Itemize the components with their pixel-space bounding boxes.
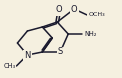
- Text: S: S: [58, 48, 63, 56]
- Text: N: N: [24, 50, 31, 60]
- Text: O: O: [71, 5, 77, 13]
- Text: CH₃: CH₃: [3, 63, 15, 69]
- Text: OCH₃: OCH₃: [88, 12, 105, 17]
- Text: NH₂: NH₂: [84, 31, 97, 37]
- Text: O: O: [56, 6, 63, 15]
